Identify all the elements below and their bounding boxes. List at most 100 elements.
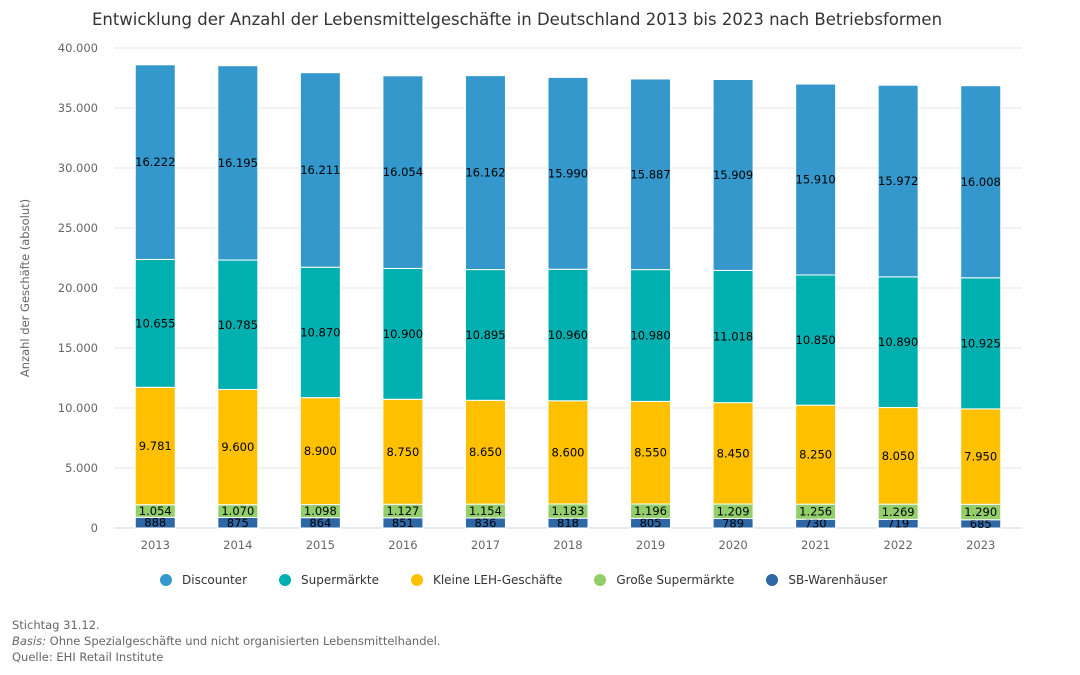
data-label: 15.990 [548, 166, 588, 180]
data-label: 8.550 [634, 446, 667, 460]
bar-segment [960, 85, 1002, 279]
data-label: 16.222 [135, 155, 175, 169]
legend-item[interactable]: Discounter [160, 573, 247, 587]
bar-segment [547, 400, 589, 505]
data-label: 730 [805, 517, 827, 531]
bar-segment [299, 397, 341, 505]
data-label: 789 [722, 516, 744, 530]
stichtag-note: Stichtag 31.12. [12, 618, 100, 632]
data-label: 15.910 [796, 173, 836, 187]
legend-marker [766, 574, 779, 586]
legend-label: Discounter [182, 573, 247, 587]
bar-segment [630, 269, 672, 402]
source-note: Quelle: EHI Retail Institute [12, 650, 164, 664]
bar-segment [299, 266, 341, 399]
y-tick-label: 20.000 [58, 281, 98, 295]
bar-segment [134, 258, 176, 388]
data-label: 16.195 [218, 156, 258, 170]
legend-item[interactable]: Kleine LEH-Geschäfte [410, 573, 562, 587]
bar-segment [877, 84, 919, 278]
data-label: 11.018 [713, 330, 753, 344]
data-label: 1.098 [304, 504, 337, 518]
data-label: 10.870 [300, 325, 340, 339]
data-label: 10.850 [796, 333, 836, 347]
basis-text: Ohne Spezialgeschäfte und nicht organisi… [46, 634, 441, 648]
x-tick-label: 2020 [718, 538, 747, 552]
data-label: 8.250 [799, 448, 832, 462]
legend-label: Supermärkte [301, 573, 379, 587]
data-label: 1.256 [799, 505, 832, 519]
data-label: 685 [970, 517, 992, 531]
legend-label: Große Supermärkte [616, 573, 735, 587]
data-label: 888 [144, 516, 166, 530]
legend: Discounter Supermärkte Kleine LEH-Geschäft… [160, 573, 919, 587]
data-label: 805 [640, 516, 662, 530]
x-tick-label: 2015 [306, 538, 335, 552]
bar-segment [547, 76, 589, 270]
basis-note: Basis: Ohne Spezialgeschäfte und nicht o… [12, 633, 440, 649]
data-label: 10.900 [383, 327, 423, 341]
bar-segment [134, 64, 176, 260]
x-tick-label: 2018 [553, 538, 582, 552]
data-label: 10.895 [465, 328, 505, 342]
bar-segment [795, 404, 837, 505]
data-label: 10.785 [218, 318, 258, 332]
legend-item[interactable]: Supermärkte [279, 573, 379, 587]
data-label: 1.290 [964, 505, 997, 519]
bar-segment [382, 267, 424, 400]
x-tick-label: 2017 [471, 538, 500, 552]
bar-segment [464, 269, 506, 401]
y-tick-label: 15.000 [58, 341, 98, 355]
data-label: 16.162 [465, 166, 505, 180]
bar-segment [630, 400, 672, 505]
data-label: 719 [887, 517, 909, 531]
bar-segment [712, 79, 754, 271]
legend-item[interactable]: SB-Warenhäuser [766, 573, 887, 587]
data-label: 10.890 [878, 335, 918, 349]
data-label: 15.972 [878, 174, 918, 188]
data-label: 1.196 [634, 504, 667, 518]
bar-segment [217, 259, 259, 390]
legend-item[interactable]: Große Supermärkte [594, 573, 734, 587]
data-label: 15.909 [713, 168, 753, 182]
data-label: 8.650 [469, 445, 502, 459]
y-tick-label: 40.000 [58, 41, 98, 55]
data-label: 818 [557, 516, 579, 530]
x-tick-label: 2022 [884, 538, 913, 552]
data-label: 8.900 [304, 444, 337, 458]
data-label: 8.050 [882, 449, 915, 463]
data-label: 10.925 [961, 336, 1001, 350]
data-label: 9.781 [139, 439, 172, 453]
bar-segment [877, 276, 919, 409]
data-label: 1.209 [717, 504, 750, 518]
data-label: 16.211 [300, 163, 340, 177]
data-label: 10.980 [630, 329, 670, 343]
footnotes: Stichtag 31.12. Basis: Ohne Spezialgesch… [12, 617, 440, 665]
x-tick-label: 2016 [388, 538, 417, 552]
data-label: 1.269 [882, 505, 915, 519]
data-label: 10.960 [548, 328, 588, 342]
bar-segment [630, 78, 672, 271]
bar-segment [960, 277, 1002, 410]
x-tick-label: 2019 [636, 538, 665, 552]
data-label: 8.450 [717, 446, 750, 460]
data-label: 864 [309, 516, 331, 530]
x-tick-label: 2021 [801, 538, 830, 552]
y-tick-label: 35.000 [58, 101, 98, 115]
data-label: 1.070 [221, 504, 254, 518]
bar-segment [795, 83, 837, 276]
y-tick-label: 5.000 [65, 461, 98, 475]
bar-segment [712, 269, 754, 404]
data-label: 10.655 [135, 316, 175, 330]
data-label: 8.750 [386, 445, 419, 459]
y-tick-label: 0 [91, 521, 98, 535]
data-label: 1.154 [469, 504, 502, 518]
bar-segment [877, 407, 919, 505]
bar-segment [299, 72, 341, 268]
bar-segment [217, 388, 259, 506]
bar-segment [382, 75, 424, 269]
data-label: 7.950 [964, 450, 997, 464]
x-tick-label: 2013 [141, 538, 170, 552]
bar-segment [217, 65, 259, 261]
